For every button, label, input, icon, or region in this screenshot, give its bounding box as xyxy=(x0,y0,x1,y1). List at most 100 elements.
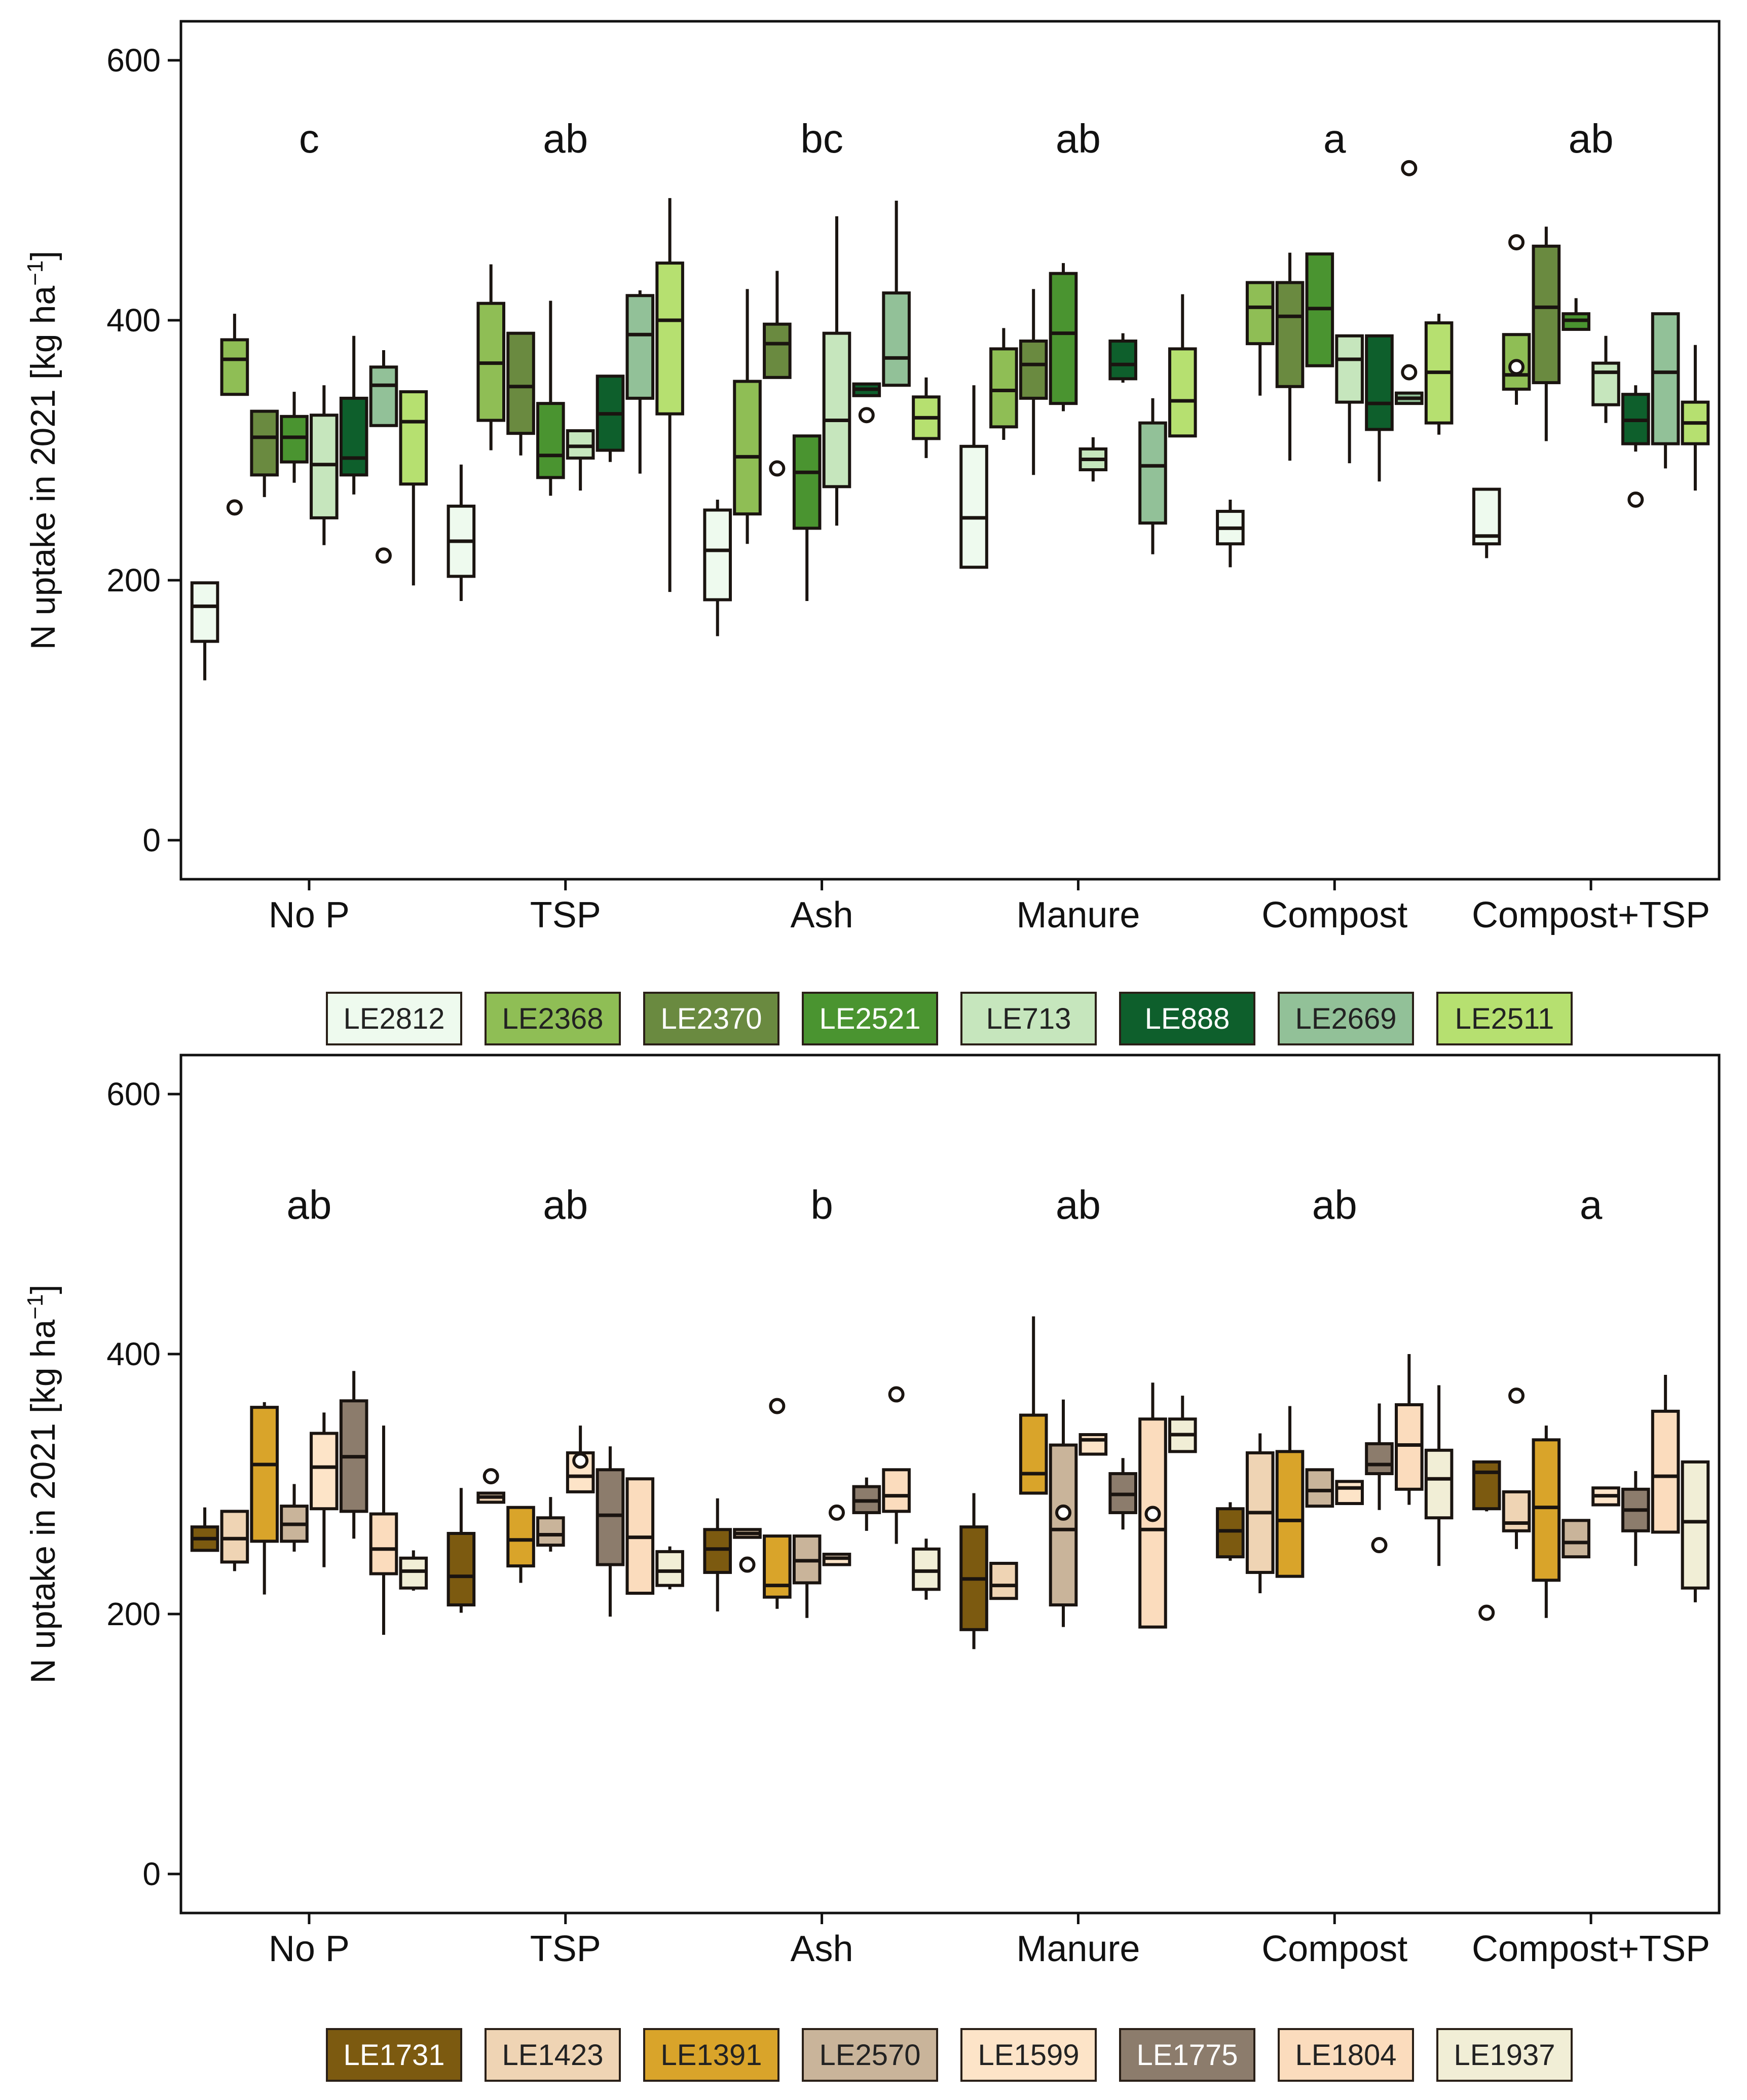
box-body xyxy=(989,1561,1018,1600)
outlier-point xyxy=(482,1468,499,1485)
significance-letter: ab xyxy=(1056,1182,1101,1227)
outlier-point xyxy=(888,1386,905,1403)
box-LE713 xyxy=(1079,437,1108,482)
box-LE2521 xyxy=(536,301,565,496)
box-LE1775 xyxy=(1108,1458,1137,1530)
legend-item-LE2812: LE2812 xyxy=(326,992,462,1045)
box-LE2570 xyxy=(280,1484,309,1552)
y-axis-label-superscript: −1 xyxy=(23,260,48,286)
box-LE1731 xyxy=(447,1488,476,1613)
box-body xyxy=(447,1531,476,1607)
box-body xyxy=(1335,1480,1364,1505)
x-tick-label: Ash xyxy=(791,895,853,935)
significance-letter: ab xyxy=(1569,116,1614,161)
box-LE2511 xyxy=(399,390,428,586)
box-LE888 xyxy=(1621,385,1650,508)
box-LE713 xyxy=(1591,335,1620,423)
group-manure: Manure ab xyxy=(959,116,1197,935)
box-LE2570 xyxy=(1562,1519,1590,1559)
box-body xyxy=(1019,340,1048,400)
x-tick-label: No P xyxy=(269,1929,350,1969)
box-body xyxy=(1532,244,1561,385)
box-LE1423 xyxy=(220,1510,249,1571)
box-body xyxy=(1532,1438,1561,1582)
box-body xyxy=(1049,1443,1078,1607)
box-LE2511 xyxy=(1168,294,1197,438)
box-LE1775 xyxy=(596,1446,625,1617)
box-body xyxy=(733,380,762,516)
box-LE1804 xyxy=(625,1477,655,1595)
box-body xyxy=(655,261,684,416)
box-LE2368 xyxy=(1245,281,1275,396)
box-body xyxy=(1138,421,1167,525)
outlier-point xyxy=(226,499,243,516)
y-tick-label-200: 200 xyxy=(106,562,161,598)
box-body xyxy=(536,1516,565,1547)
box-LE2570 xyxy=(1305,1468,1334,1508)
box-LE1599 xyxy=(310,1412,339,1567)
box-body xyxy=(399,1556,428,1590)
legend-label: LE1423 xyxy=(502,2039,604,2072)
box-LE2812 xyxy=(1216,499,1245,568)
y-tick-label-600: 600 xyxy=(106,42,161,79)
outlier-point xyxy=(1371,1537,1388,1554)
box-LE1731 xyxy=(190,1507,219,1552)
box-LE2370 xyxy=(1275,252,1305,461)
legend-swatch xyxy=(643,992,779,1045)
box-LE1423 xyxy=(989,1561,1018,1600)
box-LE2521 xyxy=(280,392,309,483)
legend-item-LE2368: LE2368 xyxy=(485,992,621,1045)
legend-label: LE2812 xyxy=(344,1002,445,1035)
bottom-panel: 0 200 400 600 N uptake in 2021 [kg ha−1] No P… xyxy=(23,1054,1721,1969)
box-body xyxy=(369,1512,398,1576)
box-LE1599 xyxy=(1335,1480,1364,1505)
box-body xyxy=(1472,1460,1501,1511)
box-body xyxy=(596,1468,625,1566)
y-tick-label-0: 0 xyxy=(142,1856,161,1892)
box-body xyxy=(566,429,595,460)
box-body xyxy=(822,331,851,489)
legend-swatch xyxy=(802,2028,938,2082)
box-LE2511 xyxy=(912,377,941,458)
box-LE1804 xyxy=(882,1386,911,1544)
legend-swatch xyxy=(643,2028,779,2082)
legend-label: LE1731 xyxy=(344,2039,445,2072)
significance-letter: b xyxy=(810,1182,833,1227)
box-body xyxy=(250,1406,279,1543)
box-LE2521 xyxy=(1562,298,1590,331)
box-body xyxy=(625,294,655,400)
box-body xyxy=(1108,340,1137,381)
box-LE888 xyxy=(852,382,881,424)
legend-swatch xyxy=(1436,2028,1573,2082)
legend-item-LE1423: LE1423 xyxy=(485,2028,621,2082)
box-LE1599 xyxy=(822,1504,851,1566)
box-body xyxy=(1079,1433,1108,1456)
y-axis-label-main: N uptake in 2021 [kg ha xyxy=(24,1320,62,1683)
box-body xyxy=(1168,347,1197,438)
box-body xyxy=(339,396,368,477)
box-body xyxy=(190,581,219,643)
box-LE2368 xyxy=(733,289,762,544)
box-LE2368 xyxy=(1502,234,1531,405)
outlier-point xyxy=(739,1556,756,1573)
x-tick-label: Compost+TSP xyxy=(1472,1929,1710,1969)
box-body xyxy=(912,1547,941,1591)
box-LE2521 xyxy=(1305,252,1334,367)
box-LE2669 xyxy=(1138,398,1167,554)
box-LE2368 xyxy=(220,314,249,516)
box-body xyxy=(220,338,249,396)
plot-frame xyxy=(179,1054,1721,1915)
y-tick-label-200: 200 xyxy=(106,1596,161,1632)
box-body xyxy=(1591,361,1620,406)
legend-item-LE1937: LE1937 xyxy=(1436,2028,1573,2082)
plot-frame xyxy=(179,20,1721,881)
legend-label: LE2521 xyxy=(820,1002,921,1035)
outlier-point xyxy=(375,547,392,564)
y-axis-label-main: N uptake in 2021 [kg ha xyxy=(24,286,62,650)
box-body xyxy=(1138,1417,1167,1629)
box-LE1599 xyxy=(1079,1433,1108,1456)
box-LE2368 xyxy=(989,328,1018,440)
outlier-point xyxy=(1508,1388,1525,1404)
legend-label: LE1804 xyxy=(1295,2039,1397,2072)
